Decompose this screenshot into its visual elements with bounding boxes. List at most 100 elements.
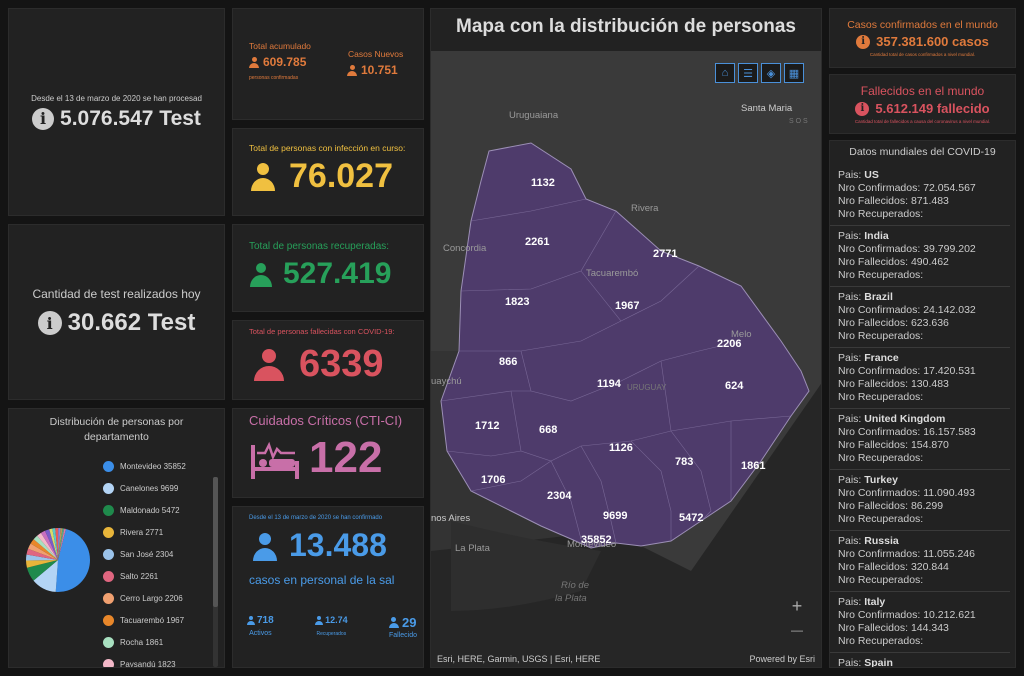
world-list-item[interactable]: Pais: Russia Nro Confirmados: 11.055.246 N… bbox=[830, 531, 1010, 592]
home-button[interactable]: ⌂ bbox=[715, 63, 735, 83]
place-label: nos Aires bbox=[431, 513, 470, 524]
pie-slice[interactable] bbox=[58, 528, 65, 560]
map-powered-by[interactable]: Powered by Esri bbox=[749, 654, 815, 664]
legend-swatch bbox=[103, 460, 114, 472]
pie-slice[interactable] bbox=[52, 528, 58, 560]
legend-item[interactable]: Salto 2261 bbox=[103, 565, 186, 587]
world-list-field: Pais: Italy bbox=[838, 596, 886, 608]
new-cases-label: Casos Nuevos bbox=[348, 49, 404, 59]
legend-item[interactable]: Tacuarembó 1967 bbox=[103, 609, 186, 631]
uruguay-shape bbox=[440, 142, 810, 549]
distribution-panel: Distribución de personas por departament… bbox=[8, 408, 225, 668]
dept-value-paysandu: 1823 bbox=[505, 296, 529, 308]
pie-slice[interactable] bbox=[55, 528, 90, 592]
pie-slice[interactable] bbox=[28, 543, 58, 560]
place-label: Rivera bbox=[631, 203, 659, 214]
pie-slice[interactable] bbox=[33, 535, 58, 560]
world-list-field: Nro Fallecidos: 320.844 bbox=[838, 561, 949, 573]
person-icon bbox=[249, 56, 259, 68]
map-canvas[interactable]: Uruguaiana Santa Maria S O S Rivera Conc… bbox=[431, 51, 822, 668]
world-list-item[interactable]: Pais: India Nro Confirmados: 39.799.202 Nr… bbox=[830, 226, 1010, 287]
pie-slice[interactable] bbox=[26, 554, 58, 561]
world-list-field: Nro Fallecidos: 871.483 bbox=[838, 195, 949, 207]
world-list-field: Nro Fallecidos: 144.343 bbox=[838, 622, 949, 634]
person-icon bbox=[315, 615, 324, 625]
pie-slice[interactable] bbox=[58, 528, 66, 560]
world-list-item[interactable]: Pais: Spain bbox=[830, 653, 1010, 667]
legend-label: Rivera 2771 bbox=[120, 527, 164, 537]
person-icon bbox=[247, 616, 255, 625]
world-list-item[interactable]: Pais: United Kingdom Nro Confirmados: 16.… bbox=[830, 409, 1010, 470]
world-list-item[interactable]: Pais: France Nro Confirmados: 17.420.531 N… bbox=[830, 348, 1010, 409]
legend-item[interactable]: Maldonado 5472 bbox=[103, 499, 186, 521]
accumulated-panel: Total acumulado 609.785 personas confirm… bbox=[232, 8, 424, 120]
tests-today-panel: Cantidad de test realizados hoy i 30.662… bbox=[8, 224, 225, 400]
pie-slice[interactable] bbox=[33, 560, 58, 592]
tests-today-caption: Cantidad de test realizados hoy bbox=[32, 287, 201, 301]
world-list-item[interactable]: Pais: Brazil Nro Confirmados: 24.142.032 N… bbox=[830, 287, 1010, 348]
legend-scrollbar-thumb[interactable] bbox=[213, 477, 218, 607]
world-list-item[interactable]: Pais: US Nro Confirmados: 72.054.567 Nro F… bbox=[830, 165, 1010, 226]
dept-value-florida: 1126 bbox=[609, 442, 633, 454]
recovered-panel: Total de personas recuperadas: 527.419 bbox=[232, 224, 424, 312]
legend-swatch bbox=[103, 548, 114, 560]
legend-label: San José 2304 bbox=[120, 549, 174, 559]
world-deaths-value: 5.612.149 fallecido bbox=[875, 101, 990, 116]
active-panel: Total de personas con infección en curso… bbox=[232, 128, 424, 216]
legend-label: Paysandú 1823 bbox=[120, 659, 176, 668]
grid-icon: ▦ bbox=[788, 67, 800, 80]
person-icon bbox=[249, 163, 277, 191]
legend-label: Canelones 9699 bbox=[120, 483, 179, 493]
map-panel: Mapa con la distribución de personas Uru… bbox=[430, 8, 822, 668]
pie-slice[interactable] bbox=[37, 532, 58, 560]
world-deaths-sub: Cantidad total de fallecidos a causa del… bbox=[854, 119, 991, 124]
world-confirmed-title: Casos confirmados en el mundo bbox=[847, 19, 998, 31]
world-list-item[interactable]: Pais: Turkey Nro Confirmados: 11.090.493 N… bbox=[830, 470, 1010, 531]
hospital-bed-icon bbox=[251, 441, 299, 479]
legend-item[interactable]: San José 2304 bbox=[103, 543, 186, 565]
zoom-in-button[interactable]: + bbox=[791, 595, 803, 616]
legend-item[interactable]: Cerro Largo 2206 bbox=[103, 587, 186, 609]
accumulated-value: 609.785 bbox=[263, 55, 307, 69]
pie-slice[interactable] bbox=[26, 548, 58, 560]
pie-slice[interactable] bbox=[55, 528, 59, 560]
world-list-field: Pais: United Kingdom bbox=[838, 413, 946, 425]
recovered-value: 527.419 bbox=[283, 257, 392, 290]
legend-item[interactable]: Paysandú 1823 bbox=[103, 653, 186, 668]
deceased-panel: Total de personas fallecidas con COVID-1… bbox=[232, 320, 424, 400]
pie-slice[interactable] bbox=[58, 528, 63, 560]
world-list-field: Nro Confirmados: 17.420.531 bbox=[838, 365, 976, 377]
layers-button[interactable]: ◈ bbox=[761, 63, 781, 83]
legend-label: Maldonado 5472 bbox=[120, 505, 180, 515]
legend-button[interactable]: ☰ bbox=[738, 63, 758, 83]
world-list-field: Nro Recuperados: bbox=[838, 269, 924, 281]
legend-item[interactable]: Montevideo 35852 bbox=[103, 455, 186, 477]
home-icon: ⌂ bbox=[721, 67, 729, 79]
pie-slice[interactable] bbox=[58, 528, 61, 560]
legend-item[interactable]: Canelones 9699 bbox=[103, 477, 186, 499]
stat-value: 29 bbox=[401, 615, 417, 630]
pie-slice[interactable] bbox=[30, 539, 58, 560]
zoom-out-button[interactable]: — bbox=[791, 623, 803, 637]
distribution-title: Distribución de personas por departament… bbox=[49, 416, 184, 443]
pie-slice[interactable] bbox=[49, 528, 58, 560]
info-icon: i bbox=[32, 107, 55, 130]
world-list-field: Nro Recuperados: bbox=[838, 452, 924, 464]
info-icon: i bbox=[37, 311, 62, 335]
world-list[interactable]: Pais: US Nro Confirmados: 72.054.567 Nro F… bbox=[830, 165, 1010, 667]
pie-slice[interactable] bbox=[44, 529, 58, 560]
legend-swatch bbox=[103, 636, 114, 648]
dept-value-durazno: 1194 bbox=[597, 378, 622, 390]
pie-slice[interactable] bbox=[26, 560, 58, 568]
world-list-item[interactable]: Pais: Italy Nro Confirmados: 10.212.621 Nr… bbox=[830, 592, 1010, 653]
place-label: URUGUAY bbox=[627, 383, 667, 392]
legend-item[interactable]: Rocha 1861 bbox=[103, 631, 186, 653]
deceased-label: Total de personas fallecidas con COVID-1… bbox=[249, 327, 395, 336]
basemap-button[interactable]: ▦ bbox=[784, 63, 804, 83]
tests-total-caption: Desde el 13 de marzo de 2020 se han proc… bbox=[31, 93, 202, 103]
person-icon bbox=[347, 64, 357, 76]
pie-slice[interactable] bbox=[26, 560, 58, 581]
pie-slice[interactable] bbox=[40, 530, 58, 560]
legend-item[interactable]: Rivera 2771 bbox=[103, 521, 186, 543]
distribution-legend: Montevideo 35852 Canelones 9699 Maldonado … bbox=[103, 455, 186, 668]
